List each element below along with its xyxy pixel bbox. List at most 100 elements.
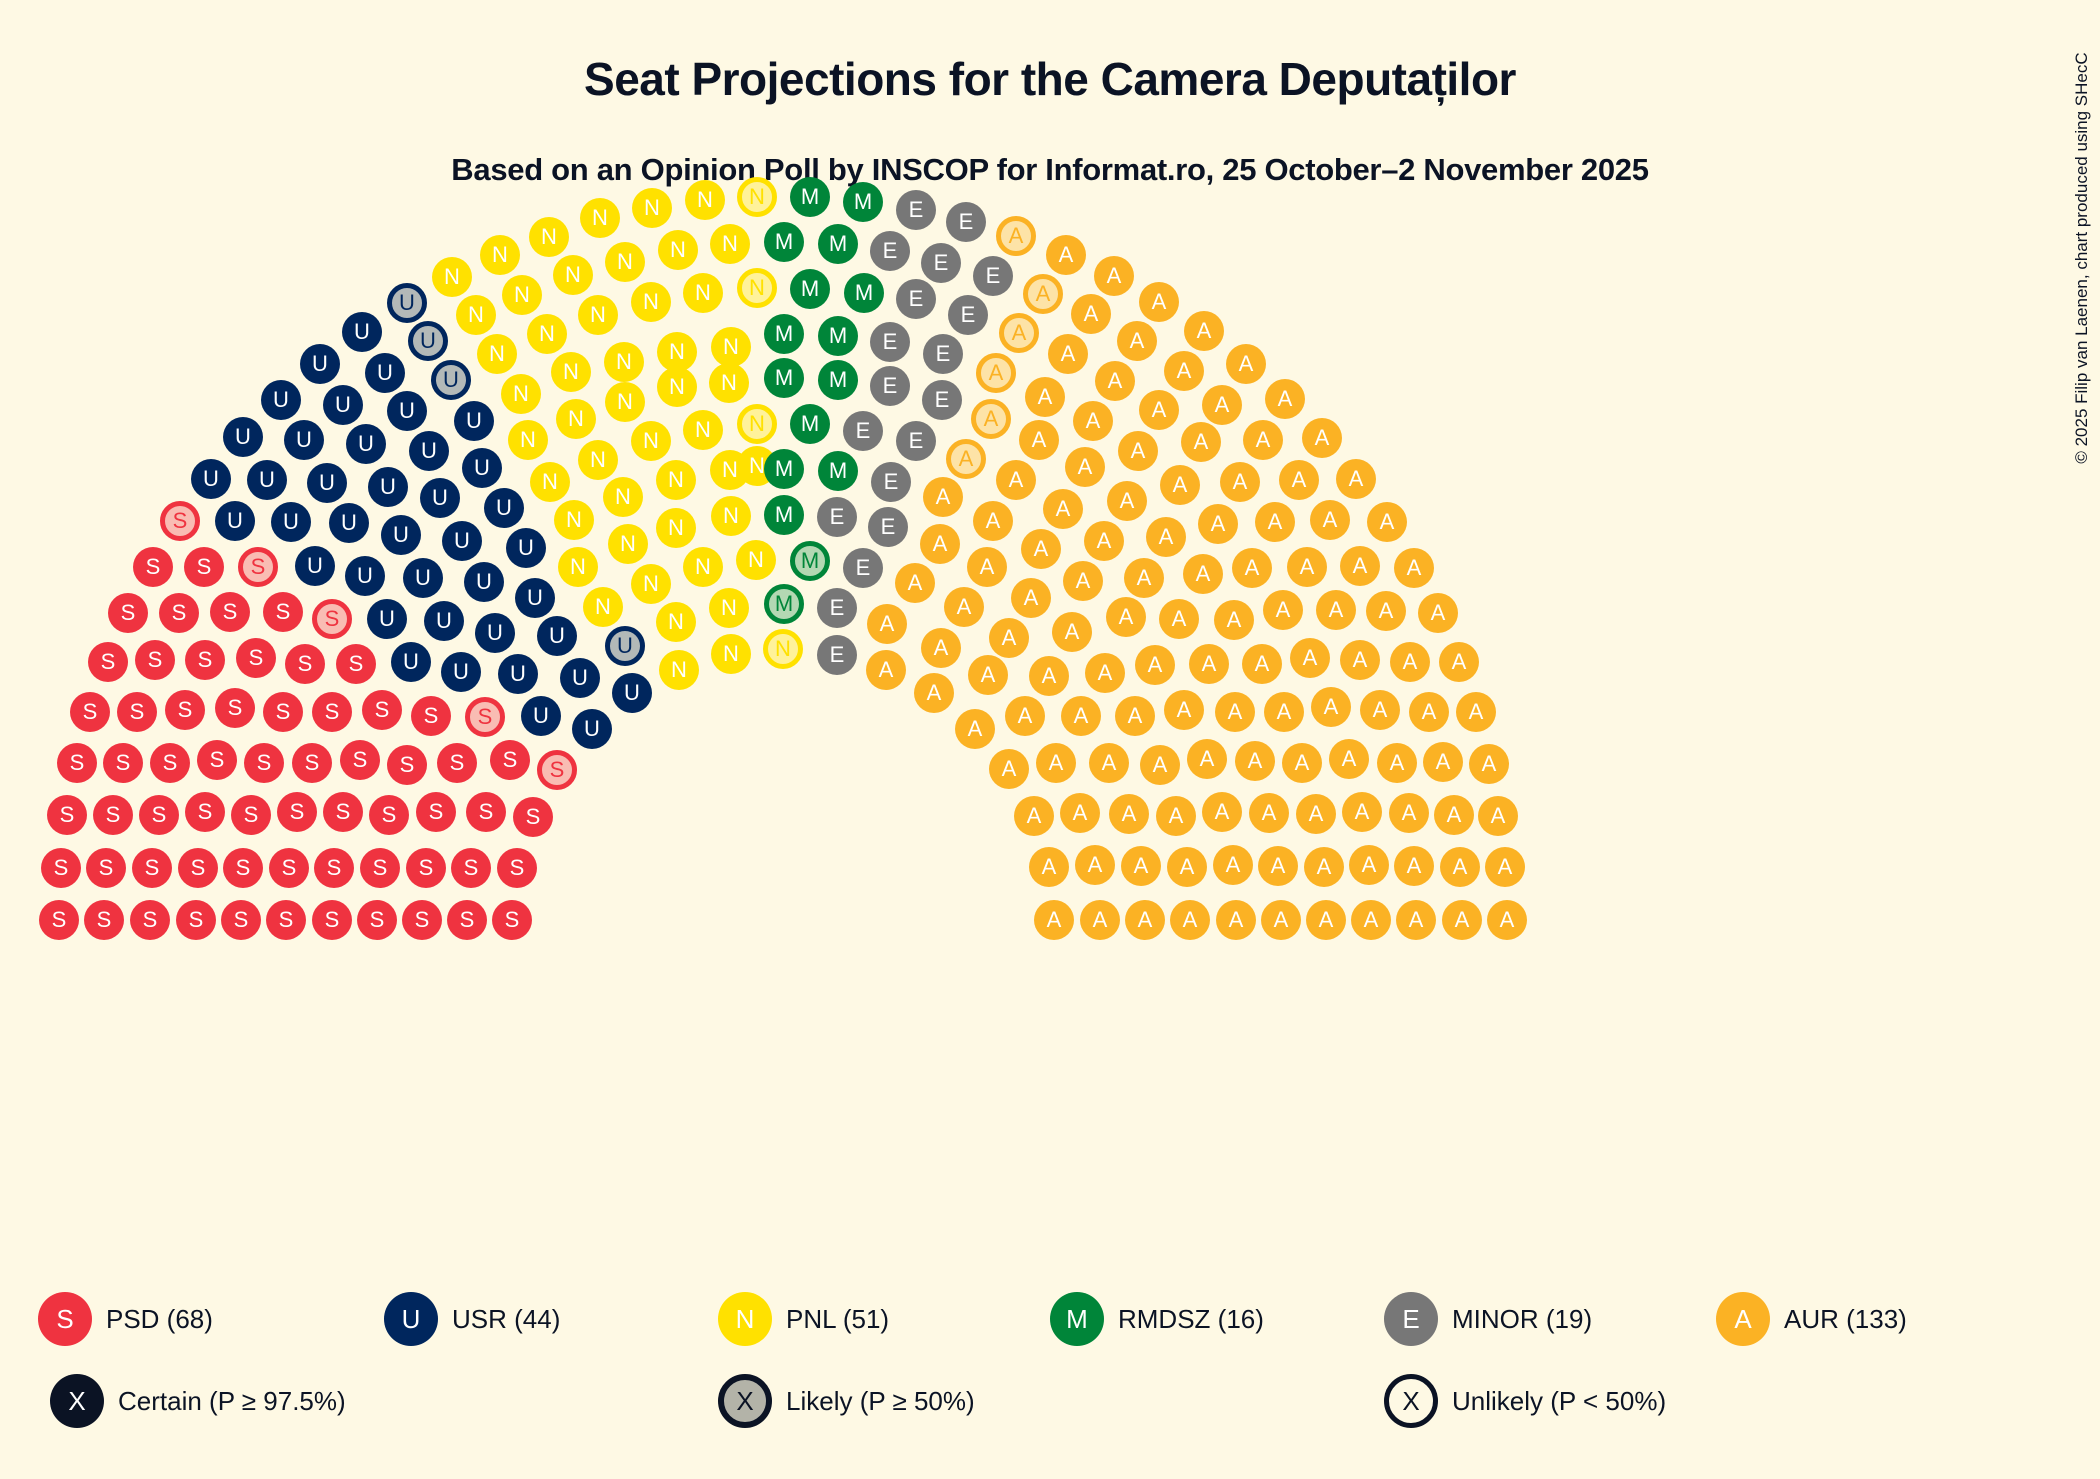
usr-seat-icon: U (384, 1292, 438, 1346)
aur-seat: A (1329, 739, 1369, 779)
aur-seat: A (1316, 590, 1356, 630)
rmdsz-seat: M (764, 495, 804, 535)
pnl-seat: N (603, 477, 643, 517)
pnl-seat: N (508, 420, 548, 460)
certain-seat-icon: X (50, 1374, 104, 1428)
rmdsz-seat: M (818, 451, 858, 491)
pnl-seat: N (530, 462, 570, 502)
aur-seat: A (1156, 796, 1196, 836)
aur-seat: A (1125, 900, 1165, 940)
aur-seat: A (1263, 590, 1303, 630)
aur-seat: A (1080, 900, 1120, 940)
pnl-seat: N (657, 367, 697, 407)
usr-seat: U (215, 501, 255, 541)
pnl-seat: N (683, 547, 723, 587)
pnl-seat: N (554, 500, 594, 540)
aur-seat: A (895, 563, 935, 603)
pnl-seat: N (709, 588, 749, 628)
legend-item-rmdsz: M RMDSZ (16) (1050, 1292, 1264, 1346)
pnl-seat: N (605, 242, 645, 282)
psd-seat: S (277, 792, 317, 832)
aur-seat: A (1469, 744, 1509, 784)
usr-seat: U (424, 601, 464, 641)
pnl-seat: N (558, 547, 598, 587)
aur-seat: A (1213, 845, 1253, 885)
psd-seat: S (133, 547, 173, 587)
aur-seat: A (1115, 696, 1155, 736)
legend-label-psd: PSD (68) (106, 1303, 213, 1334)
psd-seat: S (312, 599, 352, 639)
legend-item-certain: X Certain (P ≥ 97.5%) (50, 1374, 346, 1428)
psd-seat: S (336, 644, 376, 684)
aur-seat: A (996, 460, 1036, 500)
aur-seat: A (1198, 504, 1238, 544)
psd-seat: S (357, 900, 397, 940)
psd-seat: S (340, 740, 380, 780)
pnl-seat: N (683, 410, 723, 450)
aur-seat: A (1107, 481, 1147, 521)
aur-seat: A (1342, 792, 1382, 832)
psd-seat: S (513, 797, 553, 837)
aur-seat: A (1336, 459, 1376, 499)
usr-seat: U (247, 460, 287, 500)
pnl-seat: N (709, 363, 749, 403)
psd-seat: S (490, 740, 530, 780)
psd-seat: S (86, 848, 126, 888)
aur-seat: A (1140, 745, 1180, 785)
pnl-seat: N (480, 235, 520, 275)
aur-seat: A (1377, 743, 1417, 783)
minor-seat: E (946, 202, 986, 242)
usr-seat: U (261, 380, 301, 420)
psd-seat: S (215, 688, 255, 728)
psd-seat: S (492, 900, 532, 940)
psd-seat: S (108, 593, 148, 633)
aur-seat: A (1226, 344, 1266, 384)
aur-seat: A (921, 628, 961, 668)
aur-seat: A (1061, 696, 1101, 736)
aur-seat: A (1060, 793, 1100, 833)
pnl-seat: N (583, 587, 623, 627)
usr-seat: U (295, 546, 335, 586)
aur-seat: A (1440, 847, 1480, 887)
aur-seat: A (1265, 379, 1305, 419)
rmdsz-seat: M (764, 222, 804, 262)
usr-seat: U (409, 431, 449, 471)
psd-seat: S (132, 848, 172, 888)
pnl-seat: N (553, 255, 593, 295)
psd-seat: S (269, 848, 309, 888)
aur-seat: A (1011, 578, 1051, 618)
legend-item-likely: X Likely (P ≥ 50%) (718, 1374, 975, 1428)
aur-seat: A (989, 618, 1029, 658)
psd-seat: S (70, 692, 110, 732)
aur-seat: A (1215, 692, 1255, 732)
legend-item-minor: E MINOR (19) (1384, 1292, 1592, 1346)
psd-seat: S (178, 848, 218, 888)
usr-seat: U (605, 626, 645, 666)
pnl-seat: N (502, 275, 542, 315)
pnl-seat: N (736, 540, 776, 580)
aur-seat: A (955, 709, 995, 749)
aur-seat: A (1036, 743, 1076, 783)
usr-seat: U (441, 652, 481, 692)
minor-seat: E (870, 231, 910, 271)
psd-seat: S (47, 795, 87, 835)
aur-seat: A (1487, 900, 1527, 940)
rmdsz-seat: M (790, 404, 830, 444)
legend-item-usr: U USR (44) (384, 1292, 560, 1346)
usr-seat: U (521, 696, 561, 736)
usr-seat: U (462, 448, 502, 488)
psd-seat: S (236, 638, 276, 678)
usr-seat: U (323, 385, 363, 425)
usr-seat: U (506, 528, 546, 568)
psd-seat: S (451, 848, 491, 888)
aur-seat: A (1220, 462, 1260, 502)
usr-seat: U (345, 556, 385, 596)
psd-seat: S (497, 848, 537, 888)
psd-seat: S (88, 642, 128, 682)
legend-label-pnl: PNL (51) (786, 1303, 890, 1334)
rmdsz-seat: M (844, 273, 884, 313)
pnl-seat: N (656, 602, 696, 642)
legend-label-likely: Likely (P ≥ 50%) (786, 1385, 975, 1416)
aur-seat: A (1124, 558, 1164, 598)
